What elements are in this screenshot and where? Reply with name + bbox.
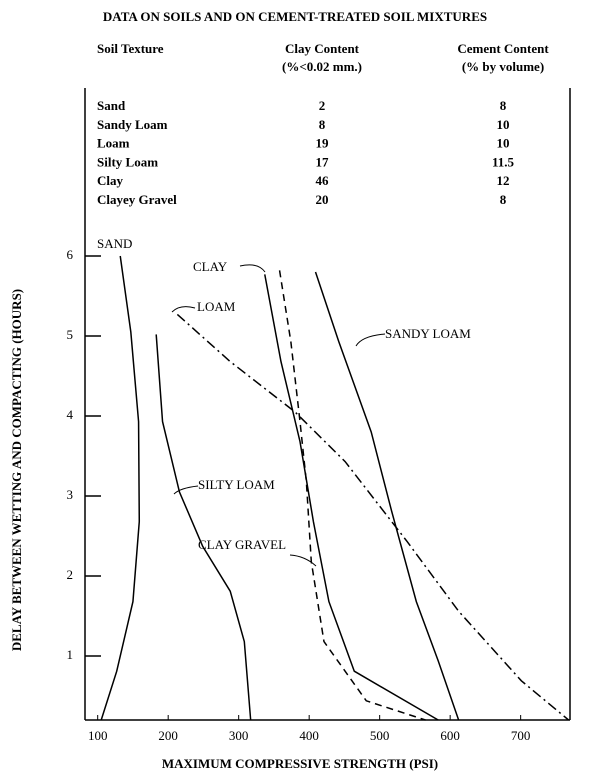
table-cell: 20 <box>316 192 329 207</box>
table-cell: 8 <box>500 98 507 113</box>
x-axis-label: MAXIMUM COMPRESSIVE STRENGTH (PSI) <box>162 756 438 771</box>
table-header: (% by volume) <box>462 59 544 74</box>
x-tick-label: 500 <box>370 728 390 743</box>
table-cell: Sandy Loam <box>97 117 168 132</box>
chart-title: DATA ON SOILS AND ON CEMENT-TREATED SOIL… <box>103 9 487 24</box>
table-cell: Silty Loam <box>97 154 158 169</box>
curve <box>314 271 460 721</box>
x-tick-label: 100 <box>88 728 108 743</box>
table-cell: 10 <box>497 136 510 151</box>
table-cell: 8 <box>500 192 507 207</box>
x-tick-label: 600 <box>440 728 460 743</box>
curve-label: SILTY LOAM <box>198 477 275 492</box>
table-cell: 8 <box>319 117 326 132</box>
y-tick-label: 5 <box>67 327 74 342</box>
curve <box>176 313 570 721</box>
table-cell: Loam <box>97 136 130 151</box>
table-cell: 10 <box>497 117 510 132</box>
y-tick-label: 1 <box>67 647 74 662</box>
y-tick-label: 6 <box>67 247 74 262</box>
curve-label: SAND <box>97 236 132 251</box>
pointer-arrow <box>239 264 266 273</box>
curve-label: CLAY <box>193 259 228 274</box>
curve <box>278 270 426 721</box>
y-tick-label: 2 <box>67 567 74 582</box>
curve-label: SANDY LOAM <box>385 326 471 341</box>
table-cell: 11.5 <box>492 154 515 169</box>
curve <box>264 274 439 721</box>
table-cell: 2 <box>319 98 326 113</box>
curve <box>100 255 141 721</box>
table-cell: 46 <box>316 173 330 188</box>
pointer-arrow <box>173 485 199 495</box>
table-cell: 19 <box>316 136 330 151</box>
pointer-arrow <box>289 554 317 567</box>
table-cell: 17 <box>316 154 330 169</box>
x-tick-label: 400 <box>299 728 319 743</box>
x-tick-label: 200 <box>158 728 178 743</box>
curve <box>155 334 252 721</box>
table-cell: Sand <box>97 98 126 113</box>
pointer-arrow <box>355 333 386 347</box>
table-header: Soil Texture <box>97 41 164 56</box>
y-tick-label: 3 <box>67 487 74 502</box>
table-cell: 12 <box>497 173 510 188</box>
table-header: Cement Content <box>457 41 549 56</box>
table-cell: Clayey Gravel <box>97 192 177 207</box>
pointer-arrow <box>171 306 196 313</box>
curve-label: LOAM <box>197 299 236 314</box>
x-tick-label: 300 <box>229 728 249 743</box>
table-header: (%<0.02 mm.) <box>282 59 362 74</box>
table-header: Clay Content <box>285 41 360 56</box>
y-axis-label: DELAY BETWEEN WETTING AND COMPACTING (HO… <box>9 289 24 651</box>
y-tick-label: 4 <box>67 407 74 422</box>
curve-label: CLAY GRAVEL <box>198 537 286 552</box>
table-cell: Clay <box>97 173 124 188</box>
x-tick-label: 700 <box>511 728 531 743</box>
